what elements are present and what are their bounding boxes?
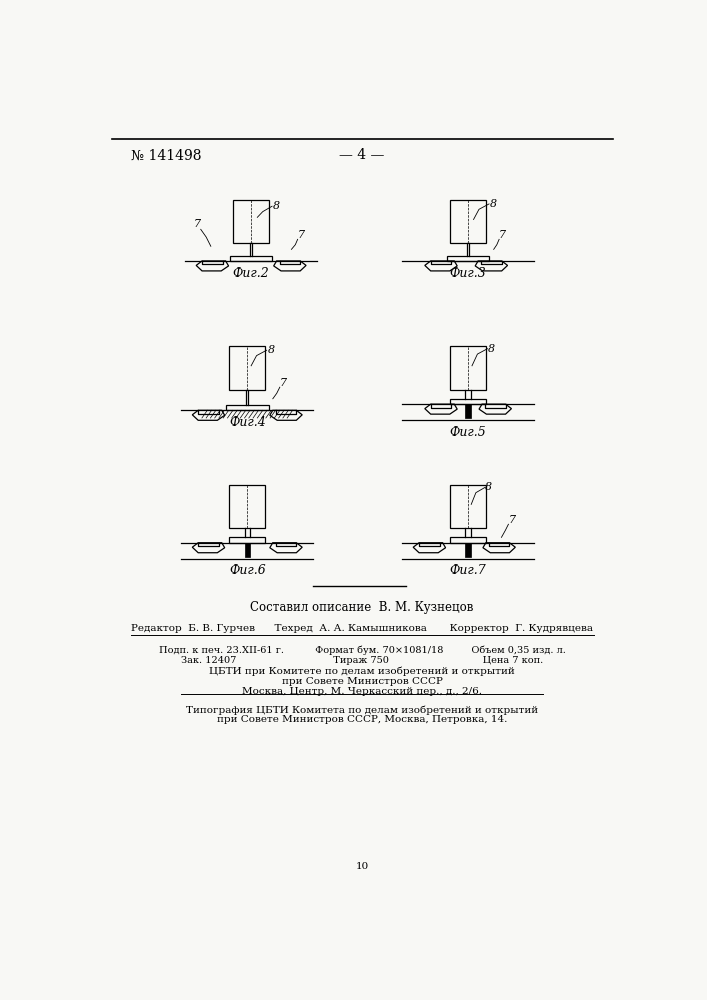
Text: 7: 7: [508, 515, 515, 525]
Text: Фиг.4: Фиг.4: [229, 416, 266, 429]
Text: Москва, Центр, М. Черкасский пер., д., 2/6.: Москва, Центр, М. Черкасский пер., д., 2…: [242, 687, 482, 696]
Text: Фиг.2: Фиг.2: [233, 267, 269, 280]
Text: 7: 7: [280, 378, 287, 388]
Text: Фиг.7: Фиг.7: [450, 564, 486, 577]
Text: 7: 7: [499, 231, 506, 240]
Text: ЦБТИ при Комитете по делам изобретений и открытий: ЦБТИ при Комитете по делам изобретений и…: [209, 667, 515, 676]
Text: Зак. 12407                               Тираж 750                              : Зак. 12407 Тираж 750: [181, 656, 543, 665]
Text: 8: 8: [273, 201, 280, 211]
Text: 8: 8: [485, 482, 492, 492]
Text: 8: 8: [490, 199, 497, 209]
Text: Типография ЦБТИ Комитета по делам изобретений и открытий: Типография ЦБТИ Комитета по делам изобре…: [186, 705, 538, 715]
Text: 10: 10: [356, 862, 368, 871]
Text: 8: 8: [489, 344, 496, 354]
Text: 7: 7: [298, 231, 305, 240]
Text: Составил описание  В. М. Кузнецов: Составил описание В. М. Кузнецов: [250, 601, 474, 614]
Text: — 4 —: — 4 —: [339, 148, 385, 162]
Text: при Совете Министров СССР: при Совете Министров СССР: [281, 677, 443, 686]
Polygon shape: [465, 543, 471, 557]
Text: 8: 8: [267, 345, 274, 355]
Text: Редактор  Б. В. Гурчев      Техред  А. А. Камышникова       Корректор  Г. Кудряв: Редактор Б. В. Гурчев Техред А. А. Камыш…: [131, 624, 593, 633]
Text: Фиг.6: Фиг.6: [229, 564, 266, 577]
Text: № 141498: № 141498: [131, 148, 201, 162]
Text: при Совете Министров СССР, Москва, Петровка, 14.: при Совете Министров СССР, Москва, Петро…: [217, 715, 507, 724]
Text: 7: 7: [193, 219, 201, 229]
Polygon shape: [465, 404, 471, 418]
Text: Фиг.3: Фиг.3: [450, 267, 486, 280]
Polygon shape: [245, 543, 250, 557]
Text: Фиг.5: Фиг.5: [450, 426, 486, 439]
Text: Подп. к печ. 23.XII-61 г.          Формат бум. 70×1081/18         Объем 0,35 изд: Подп. к печ. 23.XII-61 г. Формат бум. 70…: [158, 645, 566, 655]
